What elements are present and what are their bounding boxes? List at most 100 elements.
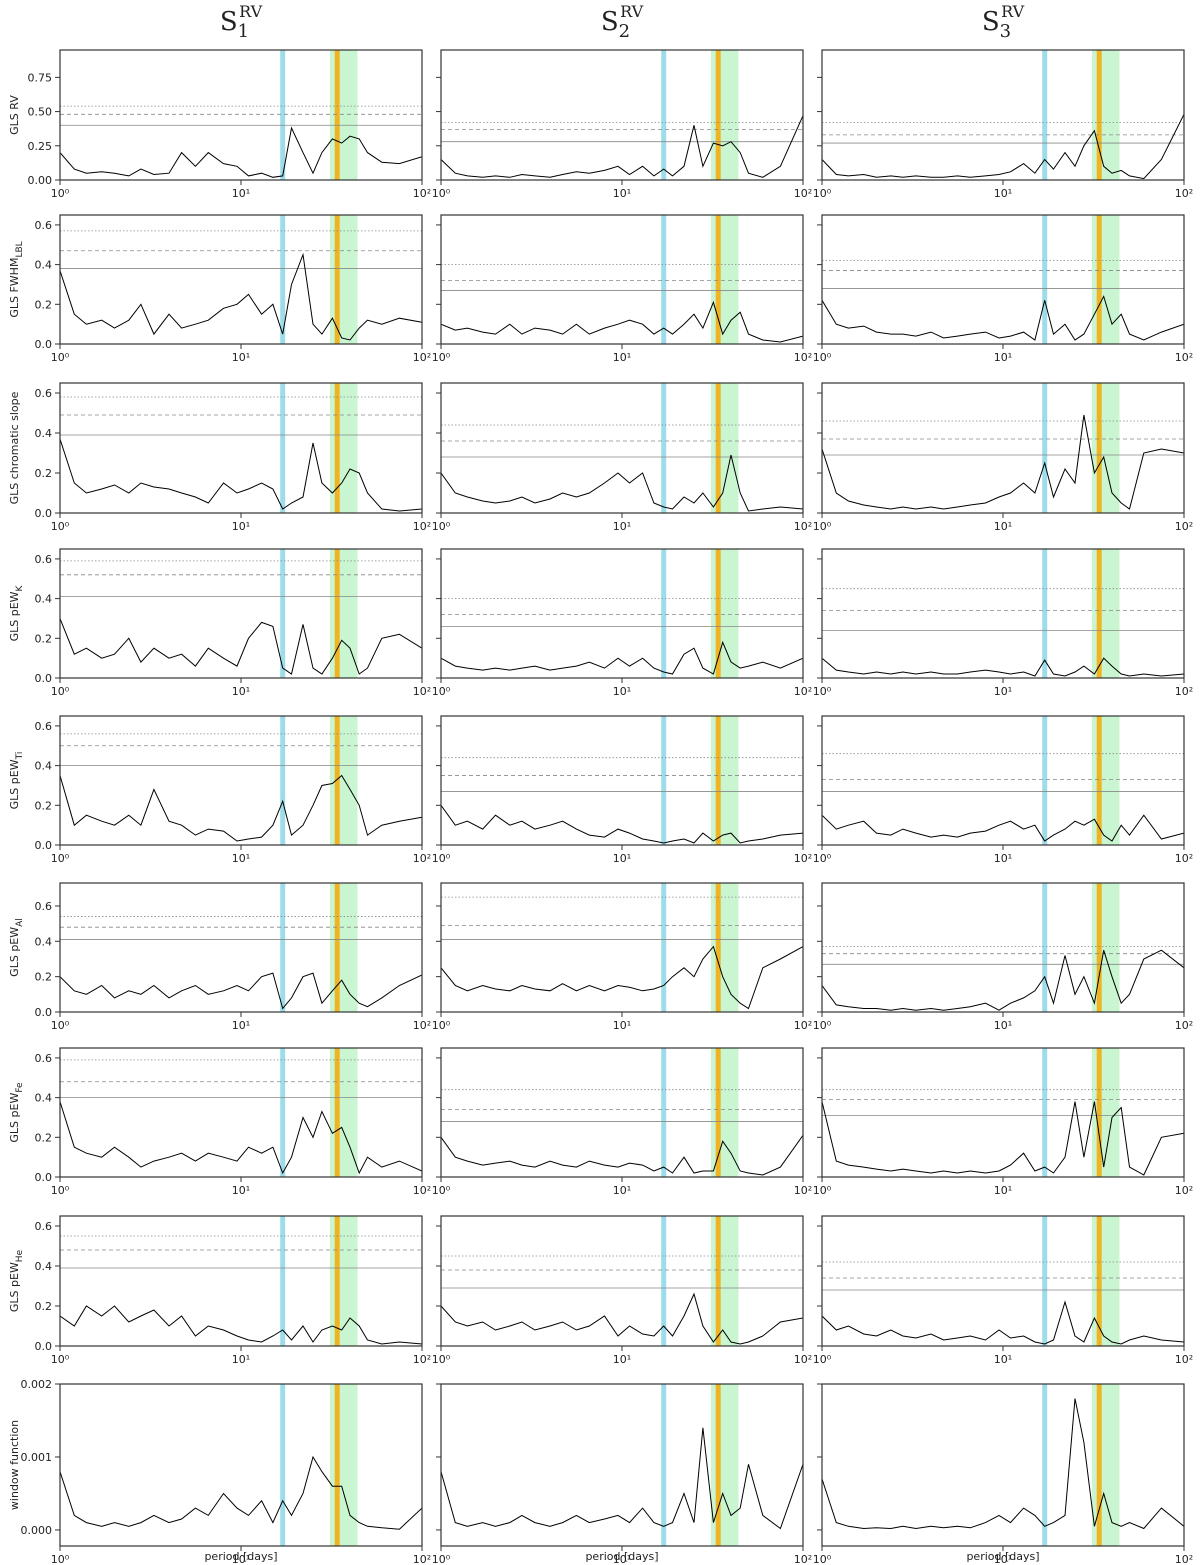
frame: [440, 1215, 804, 1347]
y-tick-label: 0.6: [35, 1220, 53, 1233]
periodogram: [822, 1101, 1184, 1176]
x-tick-label: 10⁰: [813, 1353, 832, 1366]
frame: [821, 214, 1185, 345]
x-tick-label: 10²: [413, 1184, 431, 1197]
periodogram: [441, 454, 803, 512]
period-line: [715, 1048, 721, 1177]
y-tick-label: 0.2: [35, 467, 53, 480]
frame: [440, 214, 804, 345]
period-band: [1091, 1216, 1120, 1346]
period-line: [661, 1384, 667, 1546]
frame: [59, 1215, 423, 1347]
periodogram: [822, 114, 1184, 180]
x-tick-label: 10⁰: [51, 1553, 70, 1565]
title-sup: RV: [1001, 2, 1024, 21]
x-tick-label: 10¹: [613, 187, 631, 200]
x-tick-label: 10¹: [232, 1184, 250, 1197]
period-line: [334, 716, 340, 845]
period-line: [1042, 383, 1048, 513]
y-tick-label: 0.001: [21, 1451, 53, 1464]
frame: [821, 715, 1185, 846]
y-tick-label: 0.0: [35, 839, 53, 852]
x-tick-label: 10⁰: [432, 685, 451, 698]
y-label-main: GLS pEW: [8, 1093, 21, 1143]
y-tick-label: 0.6: [35, 900, 53, 913]
y-label-main: window function: [8, 1420, 21, 1510]
period-line: [661, 883, 667, 1012]
x-tick-label: 10¹: [994, 187, 1012, 200]
y-label-sub: LBL: [15, 241, 25, 257]
panel: [441, 50, 803, 180]
frame: [59, 214, 423, 345]
period-band: [710, 549, 739, 678]
period-band: [329, 215, 358, 344]
periodogram: [441, 300, 803, 343]
x-tick-label: 10¹: [994, 685, 1012, 698]
periodogram: [441, 640, 803, 675]
periodogram: [60, 774, 422, 842]
title-base: S: [601, 7, 619, 37]
y-tick-label: 0.2: [35, 632, 53, 645]
y-tick-label: 0.6: [35, 720, 53, 733]
period-band: [710, 1216, 739, 1346]
x-tick-label: 10⁰: [813, 1184, 832, 1197]
title-sub: 3: [1000, 21, 1011, 42]
period-band: [1091, 50, 1120, 180]
period-line: [1042, 883, 1048, 1012]
period-line: [334, 1216, 340, 1346]
x-tick-label: 10²: [413, 351, 431, 364]
x-tick-label: 10²: [1175, 685, 1193, 698]
title-sup: RV: [239, 2, 262, 21]
y-label-main: GLS pEW: [8, 759, 21, 809]
x-tick-label: 10¹: [232, 852, 250, 865]
y-label-main: GLS RV: [8, 95, 21, 135]
y-label-sub: He: [15, 1249, 25, 1262]
x-tick-label: 10²: [794, 187, 812, 200]
periodogram: [441, 1292, 803, 1345]
period-line: [280, 1216, 286, 1346]
x-tick-label: 10⁰: [813, 351, 832, 364]
x-tick-label: 10²: [794, 351, 812, 364]
period-line: [715, 383, 721, 513]
periodogram: [60, 618, 422, 675]
x-tick-label: 10⁰: [51, 1184, 70, 1197]
y-tick-label: 0.6: [35, 1052, 53, 1065]
x-tick-label: 10⁰: [432, 1553, 451, 1565]
period-line: [280, 883, 286, 1012]
panel: [822, 1384, 1184, 1546]
panel: [441, 1048, 803, 1177]
periodogram: [60, 1455, 422, 1530]
x-tick-label: 10¹: [613, 1184, 631, 1197]
y-axis-label: GLS pEWK: [8, 584, 25, 641]
periodogram: [441, 805, 803, 844]
panel: [822, 883, 1184, 1012]
periodogram: [441, 1135, 803, 1176]
frame: [821, 382, 1185, 514]
period-band: [329, 716, 358, 845]
x-tick-label: 10¹: [232, 1353, 250, 1366]
x-tick-label: 10²: [794, 852, 812, 865]
y-axis-label: GLS pEWHe: [8, 1249, 25, 1312]
period-line: [1042, 1048, 1048, 1177]
x-tick-label: 10⁰: [813, 852, 832, 865]
x-tick-label: 10²: [1175, 187, 1193, 200]
y-tick-label: 0.6: [35, 553, 53, 566]
panel: [60, 50, 422, 180]
x-tick-label: 10⁰: [51, 351, 70, 364]
panel: [441, 1384, 803, 1546]
periodogram: [60, 252, 422, 341]
x-tick-label: 10²: [794, 1184, 812, 1197]
y-label-sub: Ti: [15, 752, 25, 761]
x-tick-label: 10²: [413, 1553, 431, 1565]
periodogram: [822, 1398, 1184, 1530]
panel: [822, 215, 1184, 344]
periodogram: [60, 438, 422, 512]
y-tick-label: 0.50: [28, 106, 53, 119]
y-tick-label: 0.0: [35, 1006, 53, 1019]
x-tick-label: 10⁰: [432, 1184, 451, 1197]
x-tick-label: 10¹: [613, 1019, 631, 1032]
x-tick-label: 10²: [1175, 1353, 1193, 1366]
period-line: [715, 1384, 721, 1546]
y-tick-label: 0.25: [28, 140, 53, 153]
